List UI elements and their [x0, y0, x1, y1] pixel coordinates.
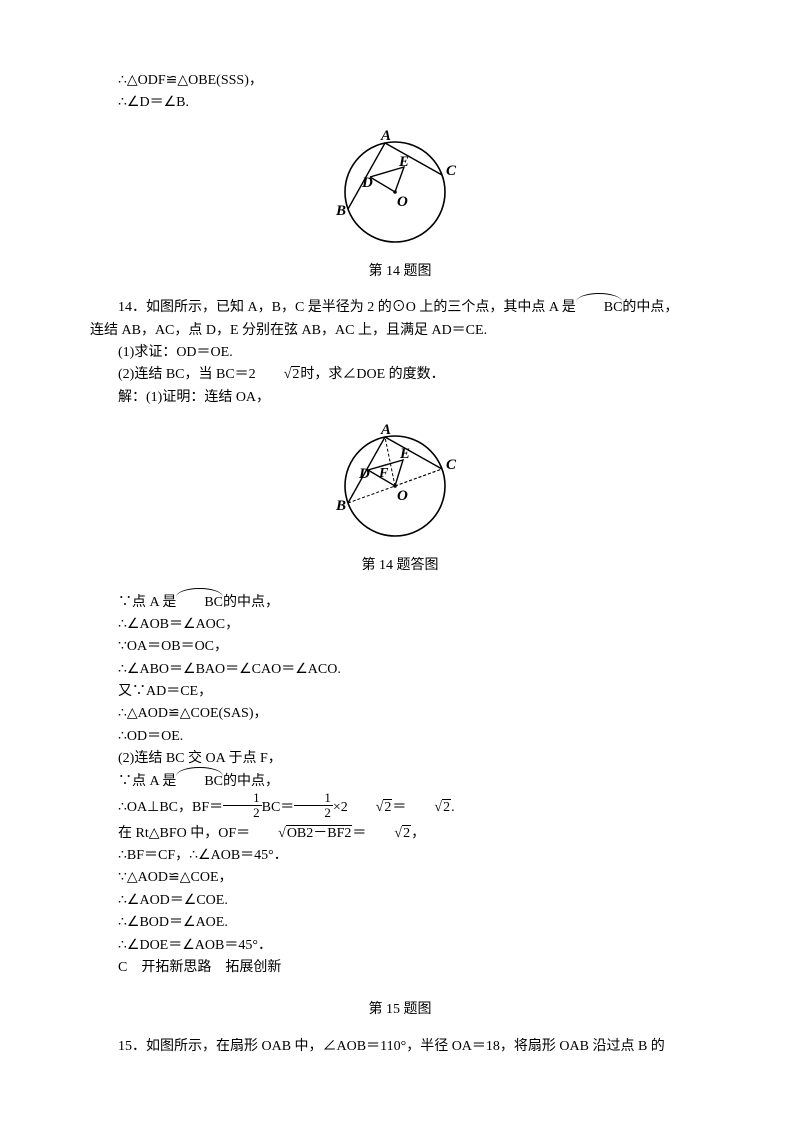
problem-14-part2: (2)连结 BC，当 BC＝2√2时，求∠DOE 的度数． — [90, 364, 710, 386]
proof-line: ∵OA＝OB＝OC， — [90, 636, 710, 658]
text: ∵点 A 是 — [118, 595, 176, 610]
figure-14-caption: 第 14 题图 — [90, 261, 710, 283]
fraction-half: 12 — [294, 791, 333, 821]
svg-text:A: A — [380, 128, 391, 144]
fraction-half: 12 — [223, 791, 262, 821]
proof-line: ∵点 A 是BC的中点， — [90, 771, 710, 793]
figure-14-ans-caption: 第 14 题答图 — [90, 555, 710, 577]
sqrt-2: √2 — [256, 364, 301, 386]
proof-line: ∴△ODF≌△OBE(SSS)， — [90, 70, 710, 92]
svg-text:B: B — [335, 498, 346, 514]
proof-line: ∵点 A 是BC的中点， — [90, 592, 710, 614]
svg-text:F: F — [378, 466, 389, 481]
problem-15-text: 15．如图所示，在扇形 OAB 中，∠AOB＝110°，半径 OA＝18，将扇形… — [90, 1036, 710, 1058]
proof-line: ∵△AOD≌△COE， — [90, 867, 710, 889]
svg-text:O: O — [397, 194, 408, 210]
figure-14-svg: A B C O D E — [320, 127, 480, 257]
sqrt-2: √2 — [406, 797, 451, 819]
proof-line: (2)连结 BC 交 OA 于点 F， — [90, 748, 710, 770]
text: ＝ — [392, 800, 406, 815]
figure-14-ans: A B C O D E F — [90, 421, 710, 551]
solution-line: 解：(1)证明：连结 OA， — [90, 387, 710, 409]
problem-14-part1: (1)求证：OD＝OE. — [90, 342, 710, 364]
proof-line: ∴∠AOB＝∠AOC， — [90, 614, 710, 636]
text: (2)连结 BC，当 BC＝2 — [118, 367, 256, 382]
svg-text:O: O — [397, 488, 408, 504]
problem-14-text: 连结 AB，AC，点 D，E 分别在弦 AB，AC 上，且满足 AD＝CE. — [90, 320, 710, 342]
text: BC＝ — [262, 800, 295, 815]
sqrt-2: √2 — [348, 797, 393, 819]
text: 时，求∠DOE 的度数． — [300, 367, 444, 382]
sqrt-expr: √OB2－BF2 — [250, 823, 352, 845]
svg-text:E: E — [399, 446, 410, 462]
proof-line: ∴∠BOD＝∠AOE. — [90, 912, 710, 934]
svg-text:E: E — [398, 154, 409, 170]
figure-15-caption: 第 15 题图 — [90, 999, 710, 1021]
svg-text:D: D — [361, 175, 373, 191]
text: ， — [411, 826, 425, 841]
proof-line: ∴OA⊥BC，BF＝12BC＝12×2√2＝√2. — [90, 793, 710, 823]
text: ×2 — [333, 800, 348, 815]
figure-14-ans-svg: A B C O D E F — [315, 421, 485, 551]
text: 14．如图所示，已知 A，B，C 是半径为 2 的⊙O 上的三个点，其中点 A … — [118, 300, 576, 315]
proof-line: ∴∠D＝∠B. — [90, 92, 710, 114]
proof-line: ∴OD＝OE. — [90, 726, 710, 748]
text: 的中点， — [223, 774, 279, 789]
arc-BC: BC — [576, 297, 623, 319]
problem-14-text: 14．如图所示，已知 A，B，C 是半径为 2 的⊙O 上的三个点，其中点 A … — [90, 297, 710, 319]
proof-line: 又∵AD＝CE， — [90, 681, 710, 703]
section-heading: C 开拓新思路 拓展创新 — [90, 957, 710, 979]
svg-text:D: D — [358, 466, 370, 482]
arc-BC: BC — [176, 771, 223, 793]
proof-line: ∴∠DOE＝∠AOB＝45°． — [90, 935, 710, 957]
proof-line: ∴∠AOD＝∠COE. — [90, 890, 710, 912]
text: 的中点， — [223, 595, 279, 610]
text: . — [451, 800, 455, 815]
svg-text:A: A — [380, 422, 391, 438]
text: ＝ — [352, 826, 366, 841]
svg-text:C: C — [446, 457, 457, 473]
text: ∴OA⊥BC，BF＝ — [118, 800, 223, 815]
proof-line: ∴∠ABO＝∠BAO＝∠CAO＝∠ACO. — [90, 659, 710, 681]
text: 在 Rt△BFO 中，OF＝ — [118, 826, 250, 841]
proof-line: ∴△AOD≌△COE(SAS)， — [90, 703, 710, 725]
figure-14: A B C O D E — [90, 127, 710, 257]
svg-text:C: C — [446, 163, 457, 179]
text: 的中点， — [622, 300, 678, 315]
svg-text:B: B — [335, 203, 346, 219]
proof-line: 在 Rt△BFO 中，OF＝√OB2－BF2＝√2， — [90, 823, 710, 845]
sqrt-2: √2 — [366, 823, 411, 845]
proof-line: ∴BF＝CF，∴∠AOB＝45°． — [90, 845, 710, 867]
arc-BC: BC — [176, 592, 223, 614]
document-page: ∴△ODF≌△OBE(SSS)， ∴∠D＝∠B. A B C O D E 第 1… — [0, 0, 800, 1098]
text: ∵点 A 是 — [118, 774, 176, 789]
